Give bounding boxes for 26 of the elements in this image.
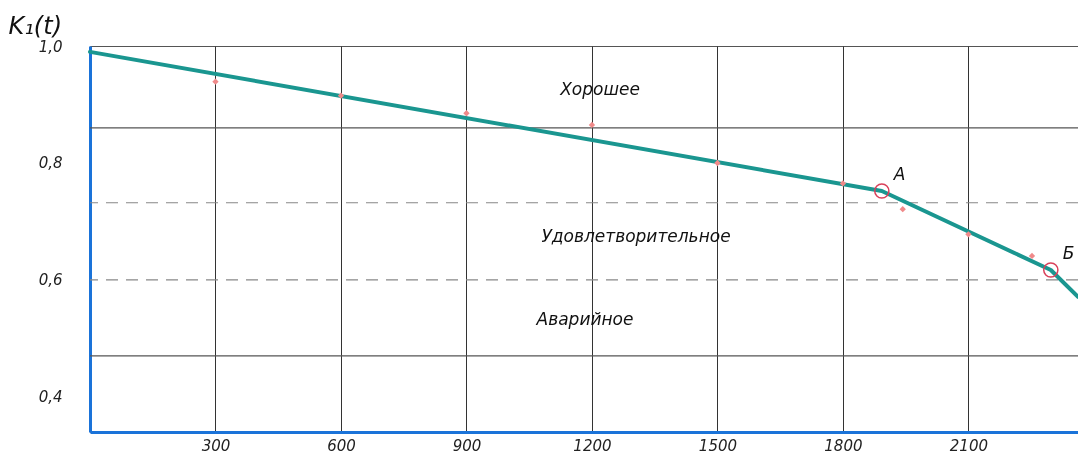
y-tick-label: 0,8	[38, 154, 63, 173]
point	[874, 183, 890, 199]
point	[899, 206, 906, 213]
data-label: Б	[1062, 243, 1075, 263]
x-tick-label: 600	[327, 436, 356, 455]
y-axis-title: K₁(t)	[8, 11, 62, 40]
point	[463, 110, 470, 117]
point	[212, 78, 219, 85]
x-tick-label: 1800	[824, 436, 863, 455]
x-tick-label: 2100	[949, 436, 988, 455]
point	[1042, 262, 1059, 278]
point	[714, 159, 721, 167]
point	[1028, 252, 1036, 260]
point	[839, 180, 847, 187]
data-label: A	[892, 164, 906, 185]
y-tick-label: 0,4	[38, 388, 63, 407]
y-tick-label: 0,6	[38, 271, 63, 290]
y-tick-label: 1,0	[38, 37, 63, 56]
x-tick-label: 300	[201, 436, 231, 455]
x-tick-label: 1200	[573, 436, 612, 455]
point	[588, 121, 596, 129]
line-series	[88, 49, 1078, 299]
point	[965, 231, 972, 238]
x-tick-label: 1500	[698, 436, 738, 455]
point	[337, 92, 345, 99]
x-tick-label: 900	[452, 436, 482, 455]
